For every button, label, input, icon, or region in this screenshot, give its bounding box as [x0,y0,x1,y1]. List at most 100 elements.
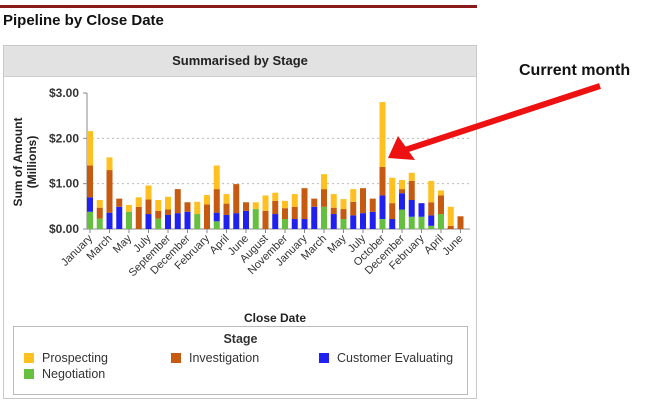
bar-segment-investigation [311,198,318,207]
bar-segment-investigation [369,198,376,212]
bar-segment-prospecting [204,195,210,205]
x-tick-label: May [325,232,349,256]
swatch-negotiation [24,369,34,379]
swatch-investigation [171,353,181,363]
bar-segment-prospecting [213,165,220,190]
bar-segment-prospecting [155,199,162,211]
bar-segment-prospecting [330,194,337,208]
bar-segment-prospecting [428,180,435,203]
bar-segment-investigation [428,202,435,216]
bar-segment-customer-evaluating [184,211,191,229]
bar-segment-customer-evaluating [301,219,308,229]
x-axis-label: Close Date [244,311,306,325]
bar-segment-prospecting [291,194,298,207]
bar-segment-customer-evaluating [272,214,279,229]
bar-segment-investigation [87,165,93,198]
bar-segment-customer-evaluating [233,213,240,229]
bar-segment-investigation [321,189,327,207]
arrow-head [388,136,415,160]
bar-segment-negotiation [379,219,386,229]
bar-segment-negotiation [213,221,220,229]
bar-segment-prospecting [145,185,152,200]
bar-segment-prospecting [350,189,357,202]
bar-segment-customer-evaluating [165,214,171,229]
bar-segment-investigation [165,209,171,215]
bar-segment-prospecting [379,102,386,167]
bar-segment-investigation [184,202,191,212]
bar-segment-investigation [106,170,113,213]
bar-segment-investigation [282,208,288,220]
bar-segment-prospecting [106,157,113,171]
bar-segment-negotiation [282,219,288,229]
bar-segment-customer-evaluating [330,214,337,229]
swatch-customer-evaluating [319,353,329,363]
bar-segment-negotiation [96,218,103,229]
bar-segment-negotiation [321,206,327,229]
page-title: Pipeline by Close Date [3,12,164,29]
bar-segment-customer-evaluating [360,213,366,229]
legend-title: Stage [223,332,258,346]
legend-item-customer-evaluating: Customer Evaluating [319,351,453,365]
bar-segment-customer-evaluating [408,199,415,217]
bar-segment-investigation [213,189,220,213]
bar-segment-negotiation [126,211,132,229]
bar-segment-negotiation [155,218,162,229]
header-rule [0,5,477,8]
bar-segment-customer-evaluating [145,214,152,229]
current-month-annotation: Current month [519,62,631,79]
legend-label: Prospecting [42,351,109,365]
bar-segment-customer-evaluating [399,193,405,210]
chart-title: Summarised by Stage [4,46,476,77]
bar-segment-negotiation [194,214,201,229]
bar-segment-prospecting [438,190,444,196]
bar-segment-investigation [291,206,298,220]
bar-segment-customer-evaluating [379,195,386,220]
y-tick-label: $2.00 [49,131,79,145]
bar-segment-customer-evaluating [87,197,93,212]
bar-segment-investigation [360,188,366,214]
bar-segment-investigation [301,188,308,220]
bar-segment-investigation [116,198,123,207]
swatch-prospecting [24,353,34,363]
bar-segment-prospecting [223,194,230,204]
y-tick-label: $3.00 [49,86,79,100]
bar-segment-investigation [447,225,454,229]
bar-segment-customer-evaluating [223,214,230,229]
bar-segment-investigation [457,216,464,229]
bar-segment-prospecting [126,204,132,212]
bar-segment-investigation [399,189,405,194]
bar-segment-customer-evaluating [291,219,298,229]
bar-segment-customer-evaluating [116,206,123,229]
bar-segment-prospecting [165,196,171,210]
bar-segment-customer-evaluating [174,213,181,229]
bar-segment-negotiation [408,216,415,229]
bar-segment-prospecting [340,199,347,210]
x-tick-label: June [440,233,465,258]
bar-segment-investigation [243,202,249,211]
bar-segment-investigation [379,166,386,196]
y-tick-label: $0.00 [49,222,79,236]
legend-item-negotiation: Negotiation [24,367,105,381]
bar-segment-investigation [272,200,279,215]
bar-segment-prospecting [447,206,454,226]
bar-segment-prospecting [408,172,415,181]
bar-segment-investigation [145,199,152,215]
bar-segment-negotiation [428,225,435,229]
bar-segment-investigation [174,189,181,214]
bar-segment-prospecting [282,200,288,209]
legend-label: Negotiation [42,367,106,381]
arrow-shaft [404,83,601,153]
bar-segment-prospecting [135,197,142,207]
y-axis-label: Sum of Amount(Millions) [11,118,39,207]
legend-item-investigation: Investigation [171,351,259,365]
bar-segment-customer-evaluating [369,211,376,229]
bar-segment-customer-evaluating [243,210,249,229]
bar-segment-customer-evaluating [311,206,318,229]
legend: Stage Prospecting Investigation Customer… [13,326,468,395]
y-tick-label: $1.00 [49,177,79,191]
bar-segment-customer-evaluating [213,212,220,222]
bar-segment-prospecting [272,192,279,201]
bar-segment-investigation [233,184,240,214]
bar-segment-investigation [155,210,162,219]
